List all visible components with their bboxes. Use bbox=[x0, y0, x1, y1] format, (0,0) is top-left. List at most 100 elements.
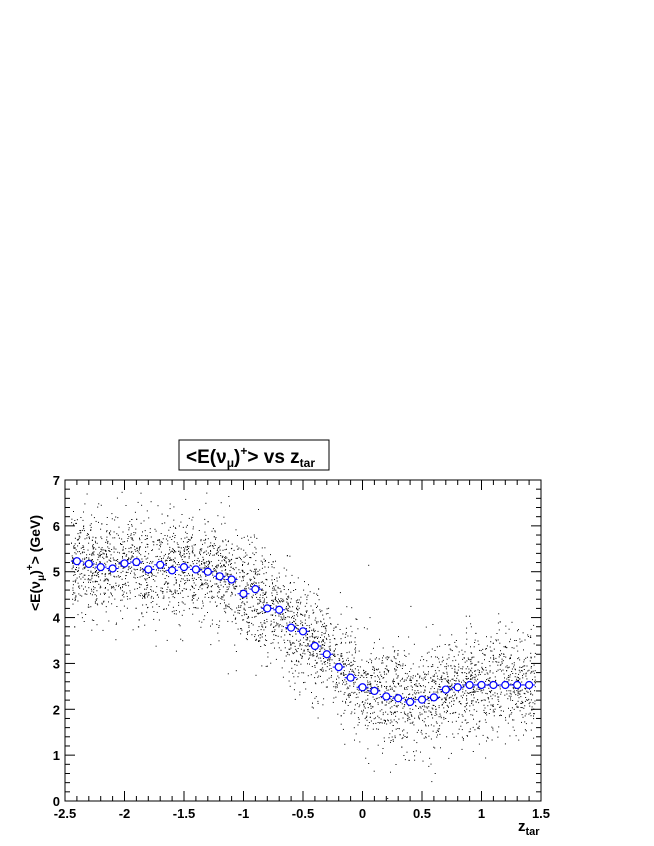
scatter-point bbox=[205, 502, 207, 504]
scatter-point bbox=[313, 611, 315, 613]
scatter-point bbox=[84, 557, 86, 559]
scatter-point bbox=[521, 689, 523, 691]
scatter-point bbox=[430, 656, 432, 658]
scatter-point bbox=[279, 588, 281, 590]
scatter-point bbox=[469, 705, 471, 707]
scatter-point bbox=[464, 710, 465, 712]
scatter-point bbox=[144, 594, 146, 596]
scatter-point bbox=[258, 585, 260, 587]
scatter-point bbox=[339, 629, 341, 630]
scatter-point bbox=[500, 650, 501, 652]
scatter-point bbox=[213, 536, 215, 538]
scatter-point bbox=[225, 591, 227, 593]
profile-marker bbox=[156, 560, 165, 569]
scatter-point bbox=[343, 693, 345, 695]
scatter-point bbox=[468, 668, 470, 670]
scatter-point bbox=[517, 658, 519, 660]
scatter-point bbox=[440, 715, 442, 717]
scatter-point bbox=[91, 553, 93, 555]
scatter-point bbox=[510, 693, 512, 695]
scatter-point bbox=[392, 739, 394, 741]
scatter-point bbox=[511, 707, 513, 709]
scatter-point bbox=[209, 561, 210, 563]
scatter-point bbox=[80, 530, 82, 532]
scatter-point bbox=[474, 690, 475, 692]
scatter-point bbox=[166, 560, 168, 562]
scatter-point bbox=[178, 546, 180, 548]
scatter-point bbox=[388, 737, 390, 739]
scatter-point bbox=[335, 696, 337, 698]
scatter-point bbox=[322, 671, 324, 672]
scatter-point bbox=[186, 580, 188, 582]
profile-marker bbox=[275, 605, 284, 614]
scatter-point bbox=[364, 702, 366, 704]
scatter-point bbox=[83, 574, 85, 576]
scatter-point bbox=[203, 562, 205, 563]
scatter-point bbox=[125, 555, 127, 557]
scatter-point bbox=[437, 728, 439, 730]
scatter-point bbox=[246, 590, 248, 592]
scatter-point bbox=[401, 668, 403, 669]
scatter-point bbox=[74, 543, 76, 545]
scatter-point bbox=[213, 554, 215, 556]
scatter-point bbox=[145, 574, 147, 575]
scatter-point bbox=[282, 600, 284, 602]
scatter-point bbox=[312, 702, 313, 704]
scatter-point bbox=[299, 603, 301, 605]
scatter-point bbox=[357, 666, 359, 667]
scatter-point bbox=[322, 614, 324, 616]
scatter-point bbox=[415, 675, 416, 677]
scatter-point bbox=[320, 637, 321, 638]
scatter-point bbox=[393, 712, 395, 713]
scatter-point bbox=[226, 586, 228, 588]
scatter-point bbox=[402, 665, 404, 667]
scatter-point bbox=[283, 589, 285, 590]
scatter-point bbox=[534, 681, 536, 683]
scatter-point bbox=[512, 673, 514, 674]
scatter-point bbox=[262, 589, 264, 591]
scatter-point bbox=[530, 666, 532, 667]
scatter-point bbox=[246, 632, 248, 633]
scatter-point bbox=[123, 596, 125, 598]
scatter-point bbox=[182, 526, 184, 528]
scatter-point bbox=[227, 606, 229, 608]
scatter-point bbox=[483, 704, 485, 706]
scatter-point bbox=[188, 555, 190, 557]
scatter-point bbox=[223, 578, 225, 580]
scatter-point bbox=[170, 559, 172, 561]
scatter-point bbox=[211, 595, 213, 597]
scatter-point bbox=[393, 719, 395, 721]
scatter-point bbox=[275, 600, 277, 602]
scatter-point bbox=[303, 637, 304, 639]
scatter-point bbox=[91, 560, 93, 562]
scatter-point bbox=[489, 677, 491, 679]
scatter-point bbox=[78, 537, 80, 539]
scatter-point bbox=[180, 547, 182, 549]
scatter-point bbox=[367, 702, 369, 704]
scatter-point bbox=[454, 668, 456, 670]
scatter-point bbox=[158, 596, 159, 598]
scatter-point bbox=[323, 698, 325, 700]
scatter-point bbox=[288, 680, 290, 682]
scatter-point bbox=[317, 676, 319, 678]
scatter-point bbox=[278, 615, 280, 617]
profile-marker bbox=[96, 563, 105, 572]
scatter-point bbox=[128, 557, 130, 559]
profile-marker bbox=[239, 589, 248, 598]
scatter-point bbox=[260, 634, 262, 636]
scatter-point bbox=[534, 656, 536, 658]
scatter-point bbox=[482, 648, 484, 650]
scatter-point bbox=[207, 585, 209, 587]
scatter-point bbox=[370, 683, 372, 685]
scatter-point bbox=[456, 673, 458, 674]
scatter-point bbox=[176, 564, 178, 566]
y-tick-label: 7 bbox=[53, 473, 60, 488]
scatter-point bbox=[323, 626, 324, 628]
scatter-point bbox=[242, 577, 244, 579]
scatter-point bbox=[93, 551, 95, 553]
scatter-point bbox=[262, 561, 263, 563]
scatter-point bbox=[348, 673, 350, 675]
scatter-point bbox=[390, 719, 392, 721]
scatter-point bbox=[146, 578, 148, 580]
scatter-point bbox=[137, 626, 139, 628]
